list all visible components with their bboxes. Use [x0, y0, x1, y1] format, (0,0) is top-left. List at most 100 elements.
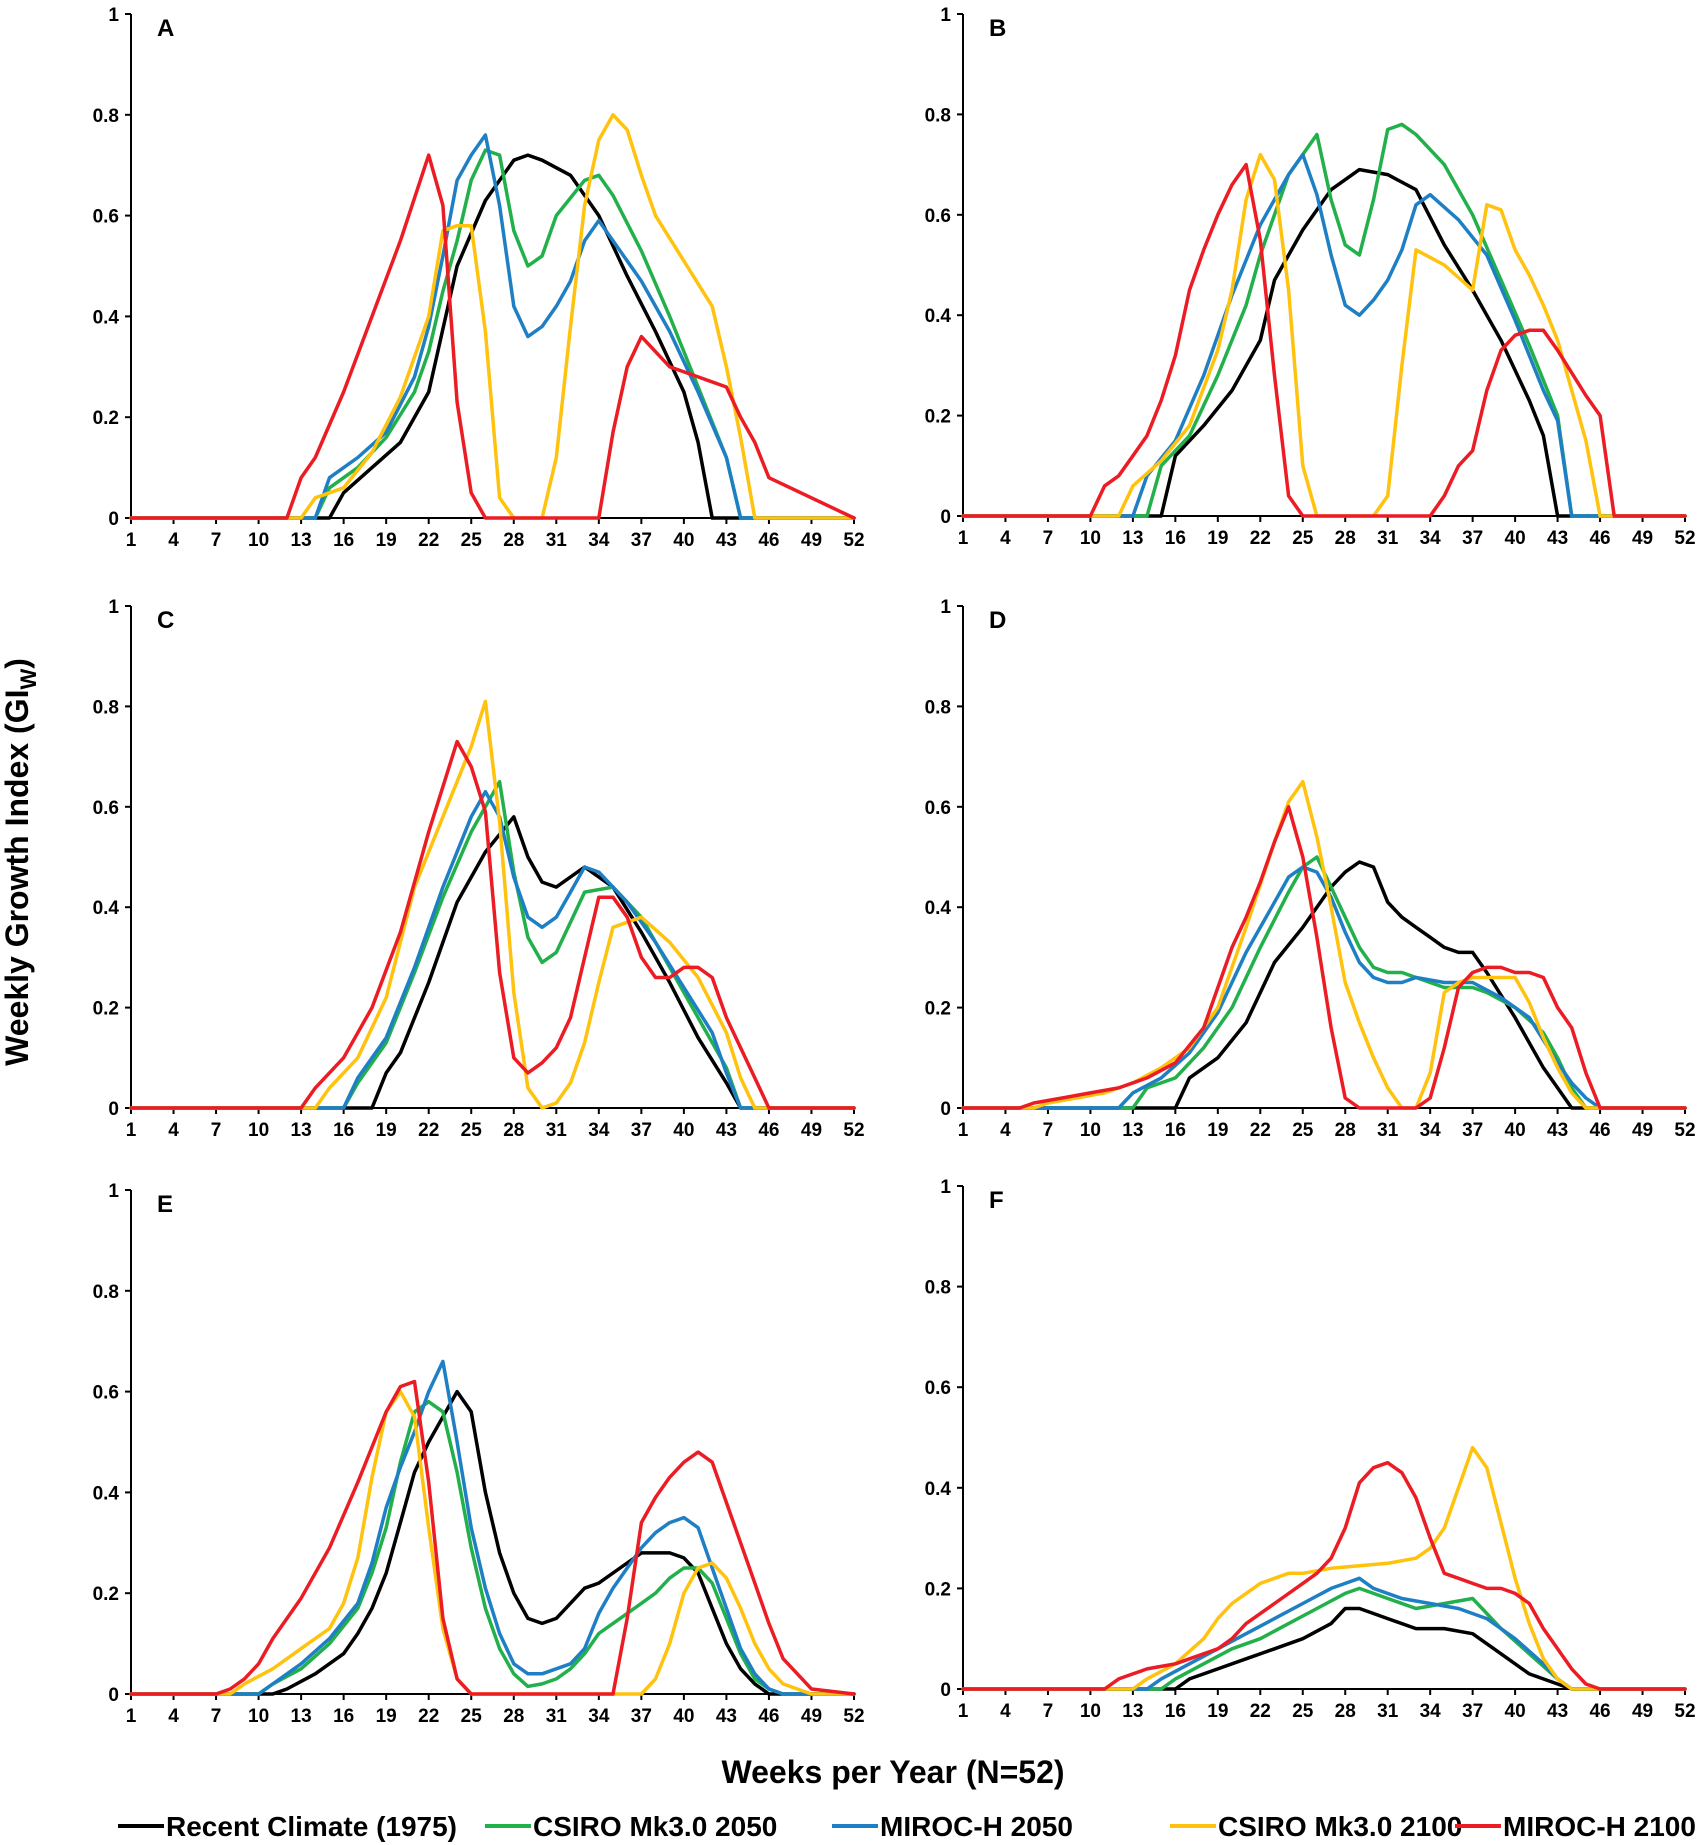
y-tick-label: 0.2	[93, 999, 119, 1020]
y-tick-label: 1	[108, 5, 119, 26]
x-tick-label: 16	[333, 530, 354, 551]
x-tick-label: 37	[631, 1706, 652, 1727]
x-tick-label: 22	[1250, 1701, 1271, 1722]
x-tick-label: 10	[248, 1120, 269, 1141]
x-tick-label: 13	[291, 1120, 312, 1141]
x-tick-label: 40	[1505, 528, 1526, 549]
x-tick-label: 19	[1207, 1120, 1228, 1141]
x-tick-label: 7	[211, 1706, 222, 1727]
series-line-csiro-mk3-0-2050	[961, 122, 1687, 518]
x-tick-label: 34	[1420, 528, 1442, 549]
x-tick-label: 1	[126, 1706, 137, 1727]
x-tick-label: 1	[126, 530, 137, 551]
y-axis-title: Weekly Growth Index (GIW)	[0, 658, 41, 1066]
y-tick-label: 1	[108, 597, 119, 618]
x-tick-label: 19	[1207, 1701, 1228, 1722]
x-tick-label: 43	[716, 530, 737, 551]
y-tick-label: 0.4	[93, 307, 120, 328]
panel-label-d: D	[989, 607, 1006, 634]
x-tick-label: 52	[1674, 1120, 1695, 1141]
x-tick-label: 43	[716, 1706, 737, 1727]
x-tick-label: 37	[1462, 1120, 1483, 1141]
x-tick-label: 25	[461, 530, 483, 551]
x-tick-label: 28	[1335, 1120, 1356, 1141]
y-tick-label: 0.2	[925, 1579, 951, 1600]
y-tick-label: 0.6	[93, 207, 119, 228]
x-tick-label: 49	[801, 1706, 822, 1727]
legend-item-miroc-h-2100: MIROC-H 2100	[1455, 1811, 1696, 1842]
series-line-csiro-mk3-0-2100	[129, 699, 856, 1110]
panel-f: 0 0.2 0.4 0.6 0.8 1 1 4 7 10 13 16 19 22 25 28 31 34 37 40 4…	[925, 1177, 1696, 1722]
x-tick-label: 19	[376, 530, 397, 551]
x-tick-label: 49	[1632, 528, 1653, 549]
y-axis-title-close: )	[0, 658, 35, 669]
series-line-miroc-h-2050	[129, 789, 856, 1110]
x-tick-label: 31	[546, 1706, 568, 1727]
panel-label-f: F	[989, 1187, 1004, 1214]
y-tick-label: 0.6	[93, 798, 119, 819]
legend-label: CSIRO Mk3.0 2100	[1218, 1811, 1462, 1842]
panel-d: 0 0.2 0.4 0.6 0.8 1 1 4 7 10 13 16 19 22 25 28 31 34 37 40 4…	[925, 597, 1696, 1141]
panel-label-c: C	[157, 607, 174, 634]
series-line-miroc-h-2100	[129, 1379, 856, 1696]
y-tick-label: 0.8	[925, 697, 951, 718]
series-line-recent-climate-1975	[961, 167, 1687, 518]
series-line-csiro-mk3-0-2100	[961, 1445, 1687, 1691]
x-tick-label: 13	[1122, 1701, 1143, 1722]
x-tick-label: 13	[1122, 1120, 1143, 1141]
x-tick-label: 37	[631, 530, 652, 551]
y-tick-label: 0.2	[93, 408, 119, 429]
x-tick-label: 40	[1505, 1120, 1526, 1141]
y-tick-label: 1	[940, 597, 951, 618]
series-line-recent-climate-1975	[129, 153, 856, 520]
x-tick-label: 22	[1250, 528, 1271, 549]
x-tick-label: 1	[126, 1120, 137, 1141]
y-tick-label: 0.8	[925, 1278, 951, 1299]
x-tick-label: 46	[1589, 528, 1610, 549]
series-line-miroc-h-2100	[961, 1460, 1687, 1691]
x-tick-label: 19	[376, 1706, 397, 1727]
legend-item-csiro-mk3-0-2100: CSIRO Mk3.0 2100	[1170, 1811, 1462, 1842]
x-tick-label: 16	[1165, 1701, 1186, 1722]
y-tick-label: 1	[940, 5, 951, 26]
x-tick-label: 31	[546, 1120, 568, 1141]
x-tick-label: 4	[1000, 1120, 1011, 1141]
x-tick-label: 16	[333, 1120, 354, 1141]
x-tick-label: 16	[1165, 1120, 1186, 1141]
series-line-recent-climate-1975	[961, 860, 1687, 1110]
x-tick-label: 4	[1000, 1701, 1011, 1722]
x-tick-label: 43	[1547, 1120, 1568, 1141]
x-tick-label: 7	[1043, 1701, 1054, 1722]
x-tick-label: 22	[418, 1120, 439, 1141]
y-axis-title-main: Weekly Growth Index (GI	[0, 690, 35, 1066]
series-line-csiro-mk3-0-2050	[961, 1586, 1687, 1691]
x-tick-label: 28	[1335, 528, 1356, 549]
y-tick-label: 0	[940, 1099, 951, 1120]
x-tick-label: 46	[758, 1120, 779, 1141]
x-tick-label: 4	[168, 1120, 179, 1141]
x-tick-label: 49	[1632, 1701, 1653, 1722]
x-tick-label: 43	[716, 1120, 737, 1141]
x-tick-label: 46	[758, 530, 779, 551]
x-tick-label: 25	[461, 1120, 483, 1141]
x-tick-label: 52	[843, 1120, 864, 1141]
series-line-miroc-h-2050	[961, 1576, 1687, 1691]
x-tick-label: 25	[1292, 1701, 1314, 1722]
x-tick-label: 4	[168, 530, 179, 551]
x-tick-label: 22	[1250, 1120, 1271, 1141]
panel-e: 0 0.2 0.4 0.6 0.8 1 1 4 7 10 13 16 19 22 25 28 31 34 37 40 4…	[93, 1181, 865, 1727]
x-tick-label: 22	[418, 1706, 439, 1727]
series-line-csiro-mk3-0-2100	[129, 1389, 856, 1696]
x-tick-label: 7	[211, 1120, 222, 1141]
x-tick-label: 25	[461, 1706, 483, 1727]
x-tick-label: 7	[1043, 528, 1054, 549]
y-tick-label: 1	[108, 1181, 119, 1202]
chart-panels: 0 0.2 0.4 0.6 0.8 1 1 4 7 10 13 16 19 22 25 28 31 34 37 40 4…	[93, 5, 1696, 1727]
legend: Recent Climate (1975) CSIRO Mk3.0 2050 MIR…	[118, 1811, 1696, 1842]
x-tick-label: 40	[1505, 1701, 1526, 1722]
x-tick-label: 10	[1080, 1701, 1101, 1722]
y-tick-label: 0.4	[93, 898, 120, 919]
series-line-csiro-mk3-0-2050	[129, 148, 856, 520]
y-tick-label: 0.4	[93, 1483, 120, 1504]
y-tick-label: 0.8	[93, 106, 119, 127]
